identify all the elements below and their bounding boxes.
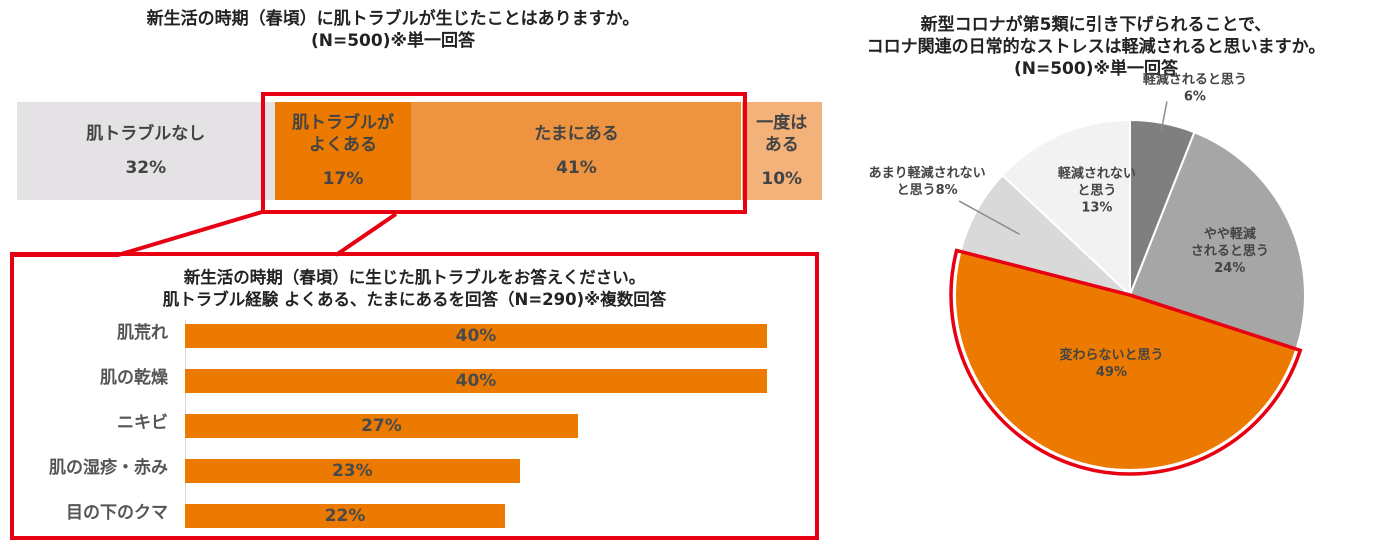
bar-category-label: 目の下のクマ [66, 503, 168, 523]
bar-chart-title-line1: 新生活の時期（春頃）に生じた肌トラブルをお答えください。 [183, 268, 646, 287]
stacked-segment: たまにある 41% [411, 102, 742, 200]
pie-label: 軽減されないと思う 13% [1058, 165, 1136, 215]
stacked-segment-value: 17% [322, 169, 364, 189]
stacked-segment-label: たまにある [534, 124, 619, 144]
callout-connector-left [10, 210, 263, 257]
pie-slice [1001, 118, 1131, 298]
pie-slice-highlight [949, 248, 1303, 476]
pie-chart-title-line1: 新型コロナが第5類に引き下げられることで、 [920, 15, 1272, 35]
stacked-chart-title-line1: 新生活の時期（春頃）に肌トラブルが生じたことはありますか。 [146, 9, 640, 29]
bar-value-label: 23% [331, 461, 373, 481]
pie-leader-line [1160, 101, 1168, 132]
stacked-segment-label: 肌トラブルが よくある [292, 113, 395, 155]
callout-connector [10, 210, 398, 257]
stacked-chart-title-line2: (N=500)※単一回答 [310, 31, 476, 51]
stacked-segment: 一度は ある 10% [741, 102, 822, 200]
pie-label: 変わらないと思う 49% [1059, 347, 1163, 380]
pie-chart: 軽減されると思う 6% やや軽減されると思う 24% 変わらないと思う 49% あまり軽減さ… [869, 71, 1306, 476]
bar-category-label: 肌荒れ [117, 323, 168, 343]
pie-chart-title-line2: コロナ関連の日常的なストレスは軽減されると思いますか。 [866, 37, 1326, 57]
bar [185, 369, 767, 393]
bar-chart-title: 新生活の時期（春頃）に生じた肌トラブルをお答えください。 肌トラブル経験 よくあ… [10, 267, 819, 311]
stacked-segment-label: 肌トラブルなし [86, 124, 206, 144]
stacked-segment-value: 10% [761, 169, 803, 189]
bar [185, 414, 578, 438]
bar-value-label: 40% [455, 371, 497, 391]
stacked-segment: 肌トラブルが よくある 17% [274, 102, 412, 200]
bar-value-label: 27% [361, 416, 402, 436]
stacked-segment-value: 32% [125, 158, 167, 178]
bar-chart-title-line2: 肌トラブル経験 よくある、たまにあるを回答（N=290)※複数回答 [162, 290, 667, 309]
bar [185, 504, 506, 528]
bar-category-label: ニキビ [117, 413, 168, 433]
stacked-segment-value: 41% [556, 158, 597, 178]
stacked-segment-label: 一度は ある [756, 113, 808, 155]
bar-category-label: 肌の湿疹・赤み [49, 458, 168, 478]
pie-chart-title: 新型コロナが第5類に引き下げられることで、 コロナ関連の日常的なストレスは軽減さ… [818, 14, 1374, 80]
callout-connector-right [334, 212, 398, 257]
bar-category-label: 肌の乾燥 [100, 368, 168, 388]
bar [185, 459, 520, 483]
stacked-segment: 肌トラブルなし 32% [17, 102, 275, 200]
pie-label: やや軽減されると思う 24% [1191, 226, 1269, 276]
pie-leader-line [958, 200, 1020, 235]
stacked-highlight-box [261, 92, 747, 214]
pie-slice [1128, 130, 1306, 351]
bar [185, 324, 767, 348]
pie-label: 軽減されると思う 6% [1143, 71, 1247, 104]
pie-slice [953, 250, 1298, 472]
pie-label: あまり軽減されないと思う8% [869, 165, 986, 198]
bar-chart-frame [10, 252, 819, 540]
bar-value-label: 40% [455, 326, 497, 346]
stacked-chart-title: 新生活の時期（春頃）に肌トラブルが生じたことはありますか。 (N=500)※単一… [0, 8, 786, 52]
bar-value-label: 22% [324, 506, 366, 526]
pie-chart-title-line3: (N=500)※単一回答 [1013, 59, 1179, 79]
